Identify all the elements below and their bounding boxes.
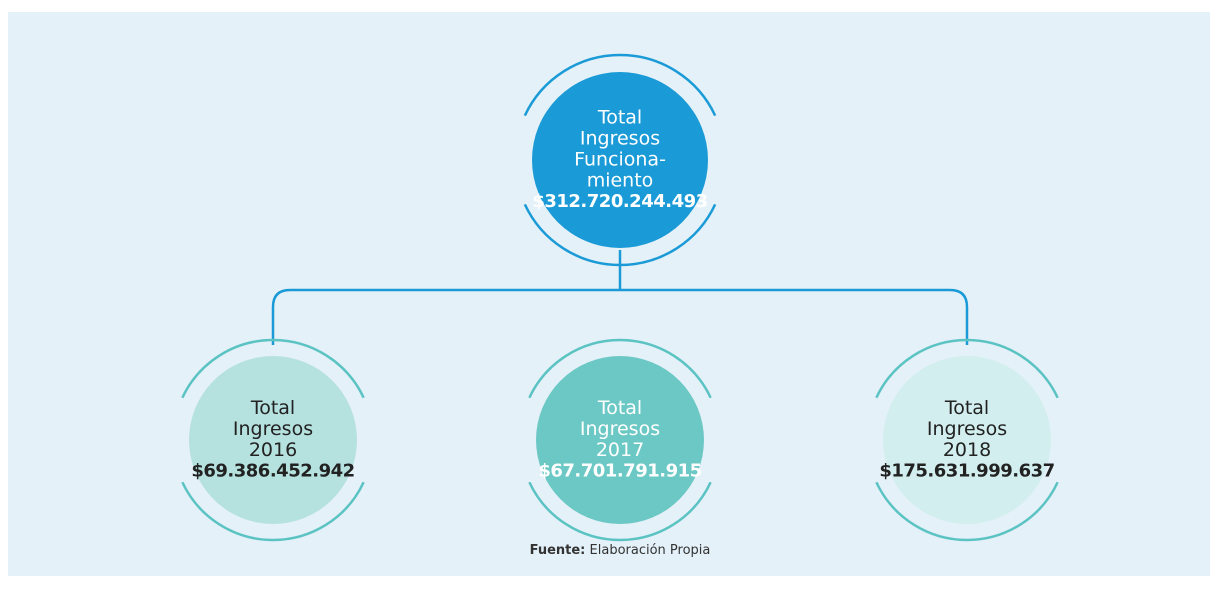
node-line: Ingresos <box>580 418 660 440</box>
arc-bottom <box>528 481 712 542</box>
arc-top <box>523 53 717 117</box>
node-line: miento <box>587 170 654 192</box>
node-line: Ingresos <box>580 128 660 150</box>
node-value: $69.386.452.942 <box>191 461 354 482</box>
node-line: Total <box>597 397 642 419</box>
node-value: $175.631.999.637 <box>879 461 1054 482</box>
node-line: Ingresos <box>233 418 313 440</box>
node-line: 2016 <box>249 439 297 461</box>
node-value: $312.720.244.493 <box>532 191 707 212</box>
node-line: Total <box>250 397 295 419</box>
arc-top <box>875 338 1059 399</box>
arc-top <box>528 338 712 399</box>
node-line: Ingresos <box>927 418 1007 440</box>
node-circle <box>189 356 357 524</box>
arc-bottom <box>875 481 1059 542</box>
node-value: $67.701.791.915 <box>538 461 701 482</box>
arc-bottom <box>181 481 365 542</box>
node-circle <box>532 72 708 248</box>
node-line: 2017 <box>596 439 644 461</box>
node-circle <box>883 356 1051 524</box>
node-line: 2018 <box>943 439 991 461</box>
node-line: Funciona- <box>574 149 666 171</box>
connector <box>271 250 969 345</box>
source: Fuente: Elaboración Propia <box>530 543 711 558</box>
node-circle <box>536 356 704 524</box>
arc-bottom <box>523 203 717 267</box>
source-label: Fuente: <box>530 543 586 558</box>
node-line: Total <box>944 397 989 419</box>
arc-top <box>181 338 365 399</box>
source-text: Elaboración Propia <box>590 543 711 558</box>
node-line: Total <box>597 107 642 129</box>
